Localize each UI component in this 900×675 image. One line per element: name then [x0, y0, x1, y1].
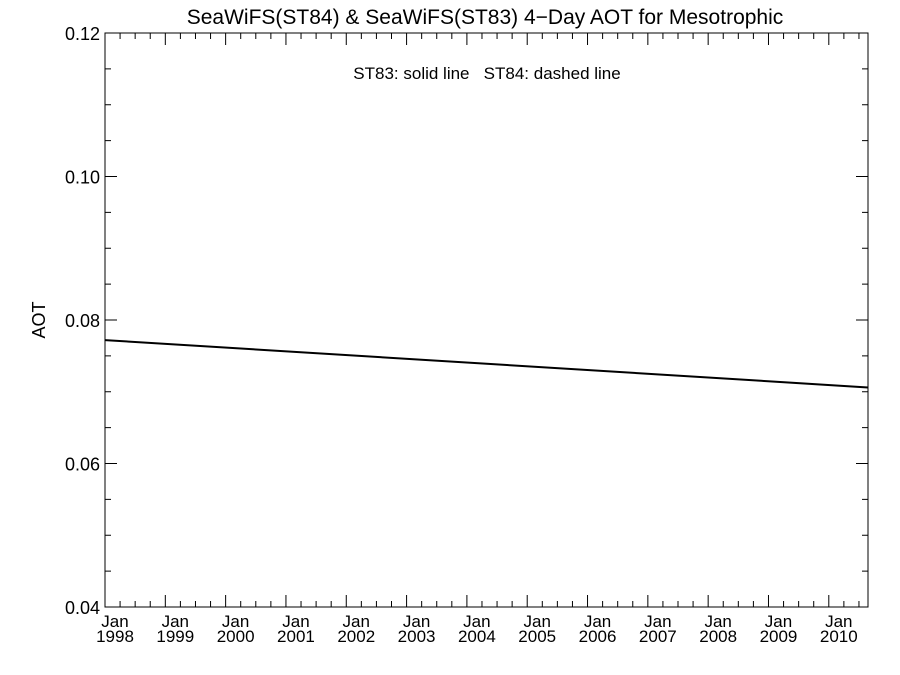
x-tick-month-label: Jan [584, 612, 611, 631]
x-tick-year-label: 2009 [760, 627, 798, 646]
plot-frame [104, 32, 869, 608]
x-tick-month-label: Jan [704, 612, 731, 631]
axis-ticks [104, 32, 868, 608]
y-tick-label: 0.04 [65, 598, 100, 618]
x-tick-year-label: 2002 [337, 627, 375, 646]
y-tick-label: 0.12 [65, 24, 100, 44]
x-tick-month-label: Jan [463, 612, 490, 631]
x-tick-month-label: Jan [162, 612, 189, 631]
y-tick-label: 0.08 [65, 311, 100, 331]
x-tick-year-label: 2005 [518, 627, 556, 646]
axis-tick-labels: 0.040.060.080.100.12Jan1998Jan1999Jan200… [65, 24, 858, 646]
x-tick-year-label: 2004 [458, 627, 496, 646]
x-tick-year-label: 2010 [820, 627, 858, 646]
series-line [104, 339, 869, 389]
y-tick-label: 0.10 [65, 168, 100, 188]
x-tick-month-label: Jan [343, 612, 370, 631]
x-tick-year-label: 1998 [96, 627, 134, 646]
x-tick-year-label: 2003 [398, 627, 436, 646]
legend-annotation: ST83: solid line ST84: dashed line [353, 64, 620, 83]
y-tick-label: 0.06 [65, 455, 100, 475]
x-tick-month-label: Jan [524, 612, 551, 631]
x-tick-month-label: Jan [825, 612, 852, 631]
x-tick-month-label: Jan [644, 612, 671, 631]
x-tick-year-label: 2006 [579, 627, 617, 646]
y-axis-label: AOT [29, 301, 49, 338]
x-tick-month-label: Jan [403, 612, 430, 631]
x-tick-year-label: 1999 [156, 627, 194, 646]
x-tick-month-label: Jan [765, 612, 792, 631]
chart-title: SeaWiFS(ST84) & SeaWiFS(ST83) 4−Day AOT … [187, 6, 784, 29]
series-layer [104, 339, 869, 389]
x-tick-year-label: 2008 [699, 627, 737, 646]
x-tick-year-label: 2000 [217, 627, 255, 646]
x-tick-year-label: 2001 [277, 627, 315, 646]
x-tick-month-label: Jan [101, 612, 128, 631]
x-tick-year-label: 2007 [639, 627, 677, 646]
x-tick-month-label: Jan [282, 612, 309, 631]
x-tick-month-label: Jan [222, 612, 249, 631]
